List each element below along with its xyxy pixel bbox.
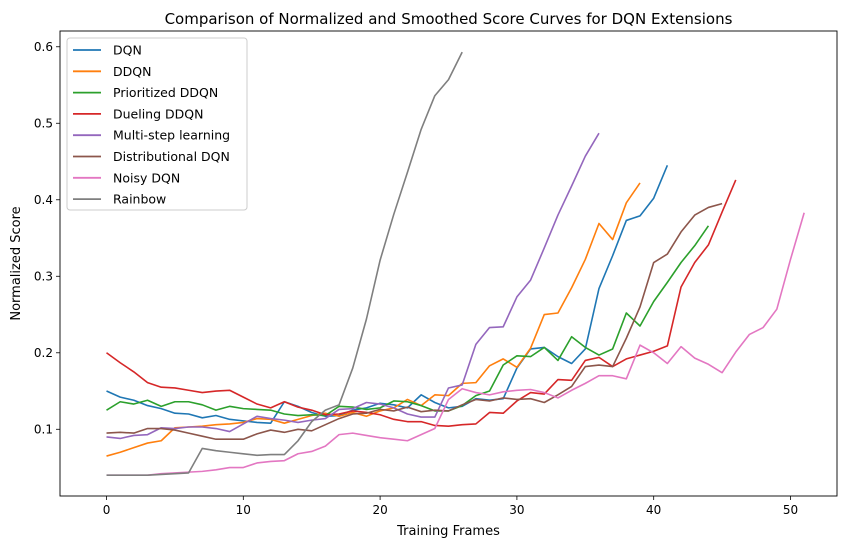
x-tick-label: 0 xyxy=(103,503,111,517)
y-axis-ticks: 0.1 0.2 0.3 0.4 0.5 0.6 xyxy=(34,40,60,437)
legend-label-3: Dueling DDQN xyxy=(113,106,203,121)
y-tick-label: 0.3 xyxy=(34,269,53,283)
y-tick-label: 0.4 xyxy=(34,193,53,207)
y-tick-label: 0.2 xyxy=(34,346,53,360)
x-axis-label: Training Frames xyxy=(396,524,500,539)
x-axis-ticks: 0 10 20 30 40 50 xyxy=(103,496,798,517)
legend-label-6: Noisy DQN xyxy=(113,170,180,185)
x-tick-label: 10 xyxy=(236,503,251,517)
legend-label-4: Multi-step learning xyxy=(113,128,230,143)
y-axis-label: Normalized Score xyxy=(9,206,24,320)
legend-label-0: DQN xyxy=(113,43,142,58)
legend-label-1: DDQN xyxy=(113,64,151,79)
legend: DQN DDQN Prioritized DDQN Dueling DDQN Multi… xyxy=(67,38,247,210)
x-tick-label: 50 xyxy=(783,503,798,517)
x-tick-label: 30 xyxy=(509,503,524,517)
legend-label-5: Distributional DQN xyxy=(113,149,230,164)
chart-title: Comparison of Normalized and Smoothed Sc… xyxy=(165,10,733,28)
y-tick-label: 0.5 xyxy=(34,116,53,130)
y-tick-label: 0.6 xyxy=(34,40,53,54)
legend-label-7: Rainbow xyxy=(113,192,166,207)
x-tick-label: 40 xyxy=(646,503,661,517)
x-tick-label: 20 xyxy=(372,503,387,517)
legend-label-2: Prioritized DDQN xyxy=(113,85,218,100)
y-tick-label: 0.1 xyxy=(34,422,53,436)
